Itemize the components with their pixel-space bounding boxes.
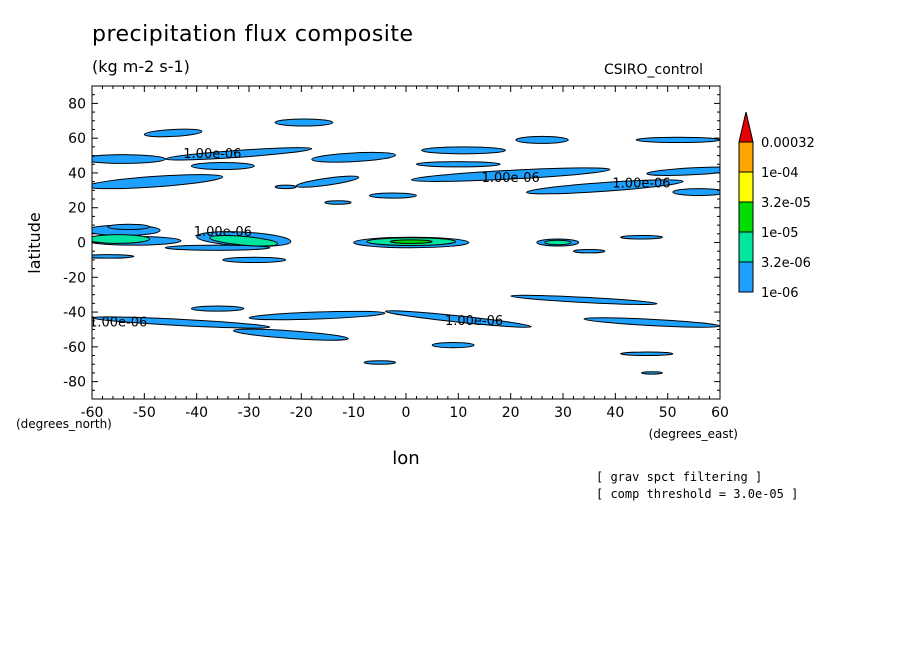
colorbar-swatch (738, 201, 754, 233)
contour-region (620, 235, 663, 240)
y-tick-label: -40 (63, 305, 86, 321)
contour-region (641, 371, 663, 375)
contour-regions (92, 118, 720, 375)
contour-region (510, 294, 658, 306)
contour-region (248, 310, 386, 321)
x-tick-label: 60 (711, 405, 729, 421)
contour-region (274, 118, 334, 127)
contour-region (209, 235, 279, 247)
x-tick-label: 10 (449, 405, 467, 421)
y-tick-label: -60 (63, 340, 86, 356)
colorbar: 0.00032 1e-04 3.2e-05 1e-05 3.2e-06 1e-06 (738, 111, 815, 301)
x-axis-label: lon (392, 448, 419, 469)
contour-region (363, 360, 397, 365)
y-tick-label: 0 (77, 236, 86, 252)
contour-region (646, 166, 720, 176)
colorbar-label: 1e-06 (761, 286, 799, 301)
contour-label: 1.00e-06 (194, 225, 252, 240)
y-tick-label: -20 (63, 270, 86, 286)
contour-region (324, 200, 352, 205)
x-tick-label: -30 (238, 405, 261, 421)
y-tick-label: -80 (63, 375, 86, 391)
contour-region (143, 128, 203, 138)
contour-region (526, 179, 684, 195)
contour-region (410, 167, 611, 182)
x-tick-label: -40 (185, 405, 208, 421)
colorbar-swatch (738, 171, 754, 203)
x-tick-label: 50 (659, 405, 677, 421)
colorbar-label: 3.2e-06 (761, 256, 811, 271)
contour-label: 1.00e-06 (482, 171, 540, 186)
contour-region (311, 151, 396, 163)
contour-region (368, 192, 417, 199)
y-tick-label: 60 (68, 131, 86, 147)
run-label: CSIRO_control (604, 62, 704, 78)
contour-region (164, 147, 313, 161)
y-tick-label: 80 (68, 96, 86, 112)
contour-region (92, 174, 224, 190)
colorbar-extend (738, 111, 754, 143)
contour-labels: 1.00e-06 1.00e-06 1.00e-06 1.00e-06 1.00e-06… (89, 147, 671, 331)
contour-region (635, 136, 720, 144)
filter-note: [ grav spct filtering ] (596, 470, 763, 484)
x-tick-label: 30 (554, 405, 572, 421)
colorbar-swatch (738, 261, 754, 293)
contour-region (620, 351, 674, 357)
x-tick-label: 40 (606, 405, 624, 421)
contour-label: 1.00e-06 (612, 176, 670, 191)
contour-label: 1.00e-06 (445, 314, 503, 329)
contour-region (232, 328, 349, 341)
y-unit-label: (degrees_north) (16, 417, 112, 431)
y-tick-label: 20 (68, 201, 86, 217)
colorbar-label: 3.2e-05 (761, 196, 811, 211)
contour-region (431, 341, 475, 349)
y-axis-label: latitude (25, 212, 44, 273)
contour-region (164, 244, 271, 251)
chart-units: (kg m-2 s-1) (92, 57, 190, 76)
contour-region (295, 175, 360, 188)
contour-region (384, 310, 532, 328)
contour-region (544, 239, 572, 246)
contour-region (389, 239, 433, 244)
contour-region (190, 305, 245, 312)
x-unit-label: (degrees_east) (649, 427, 738, 441)
contour-region (672, 188, 720, 197)
contour-region (415, 161, 501, 168)
contour-region (190, 162, 255, 170)
colorbar-swatch (738, 231, 754, 263)
colorbar-label: 1e-04 (761, 166, 799, 181)
contour-region (92, 254, 135, 259)
contour-region (572, 248, 606, 254)
axes: -60 -50 -40 -30 -20 -10 0 10 20 30 40 50 60 -80 -60 -40… (63, 85, 729, 421)
contour-region (92, 234, 151, 244)
contour-label: 1.00e-06 (89, 315, 147, 330)
contour-region (222, 256, 287, 263)
x-tick-label: -20 (290, 405, 313, 421)
contour-region (107, 223, 151, 230)
threshold-note: [ comp threshold = 3.0e-05 ] (596, 487, 799, 501)
colorbar-swatch (738, 141, 754, 173)
contour-region (274, 184, 297, 190)
x-tick-label: 0 (402, 405, 411, 421)
contour-region (421, 146, 506, 155)
colorbar-label: 1e-05 (761, 226, 799, 241)
chart-title: precipitation flux composite (92, 22, 414, 47)
y-tick-label: 40 (68, 166, 86, 182)
contour-region (583, 317, 720, 328)
x-tick-label: -10 (342, 405, 365, 421)
contour-label: 1.00e-06 (183, 147, 241, 162)
colorbar-label: 0.00032 (761, 136, 815, 151)
x-tick-label: 20 (502, 405, 520, 421)
x-tick-label: -50 (133, 405, 156, 421)
contour-region (515, 135, 569, 144)
x-tick-label: -60 (81, 405, 104, 421)
